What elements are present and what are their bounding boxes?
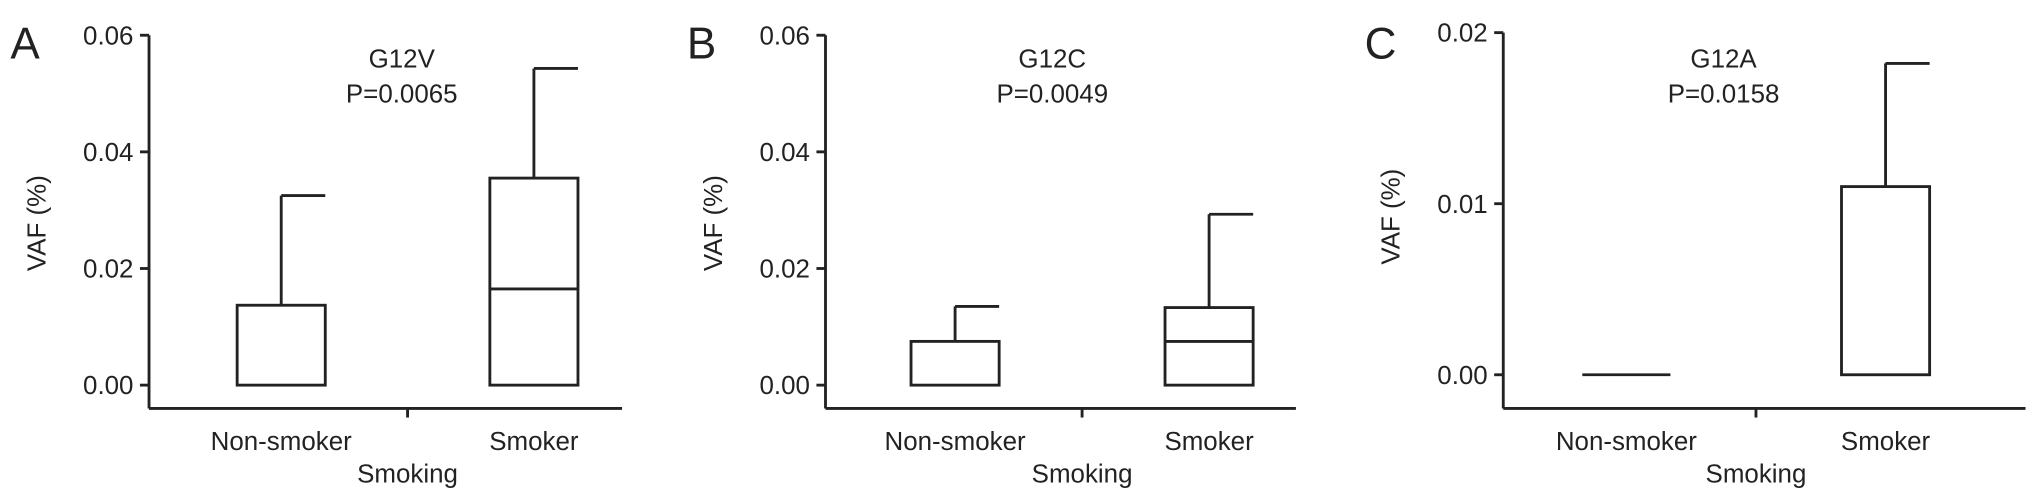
box — [235, 303, 327, 387]
x-tick-label: Non-smoker — [885, 428, 1026, 456]
y-tick-label: 0.00 — [83, 372, 133, 400]
chart-title: G12C — [1018, 46, 1086, 74]
y-tick-label: 0.06 — [760, 22, 810, 50]
y-axis-label: VAF (%) — [23, 175, 51, 271]
panel-label: C — [1365, 20, 1397, 69]
panel-label: A — [10, 20, 40, 69]
y-tick-label: 0.06 — [83, 22, 133, 50]
box-smoker — [1840, 62, 1932, 377]
box — [1840, 185, 1932, 377]
y-tick-label: 0.04 — [760, 139, 810, 167]
panel-c: C 0.00 0.01 0.02 VAF (%) Non-smoker Smoker Smok… — [1365, 20, 2026, 488]
y-tick-label: 0.02 — [760, 256, 810, 284]
p-value: P=0.0158 — [1668, 81, 1780, 109]
p-value: P=0.0049 — [996, 81, 1108, 109]
y-tick-label: 0.02 — [83, 256, 133, 284]
x-tick-label: Smoker — [1841, 428, 1931, 456]
y-tick-label: 0.00 — [760, 372, 810, 400]
y-tick-label: 0.01 — [1437, 191, 1487, 219]
panel-b: B 0.00 0.02 0.04 0.06 VAF (%) Non-smoker Smoker… — [687, 20, 1296, 488]
x-tick-label: Non-smoker — [1556, 428, 1697, 456]
box — [488, 176, 580, 387]
y-tick-label: 0.02 — [1437, 20, 1487, 48]
box — [1163, 306, 1255, 387]
y-axis-label: VAF (%) — [1378, 169, 1406, 265]
box-non-smoker — [909, 304, 1001, 387]
chart-title: G12V — [369, 46, 436, 74]
x-axis-label: Smoking — [357, 460, 458, 488]
box — [909, 339, 1001, 387]
panel-a: A 0.00 0.02 0.04 0.06 VAF (%) Non-smoker Smoker… — [10, 20, 623, 488]
p-value: P=0.0065 — [346, 81, 458, 109]
y-tick-label: 0.00 — [1437, 362, 1487, 390]
chart-title: G12A — [1690, 46, 1757, 74]
panel-label: B — [687, 20, 716, 69]
box-smoker — [1163, 212, 1255, 387]
x-axis-label: Smoking — [1706, 460, 1807, 488]
x-axis-label: Smoking — [1032, 460, 1133, 488]
box-non-smoker — [235, 194, 327, 387]
y-axis-label: VAF (%) — [700, 175, 728, 271]
box-smoker — [488, 67, 580, 387]
x-tick-label: Non-smoker — [211, 428, 352, 456]
x-tick-label: Smoker — [489, 428, 579, 456]
y-tick-label: 0.04 — [83, 139, 133, 167]
x-tick-label: Smoker — [1164, 428, 1254, 456]
